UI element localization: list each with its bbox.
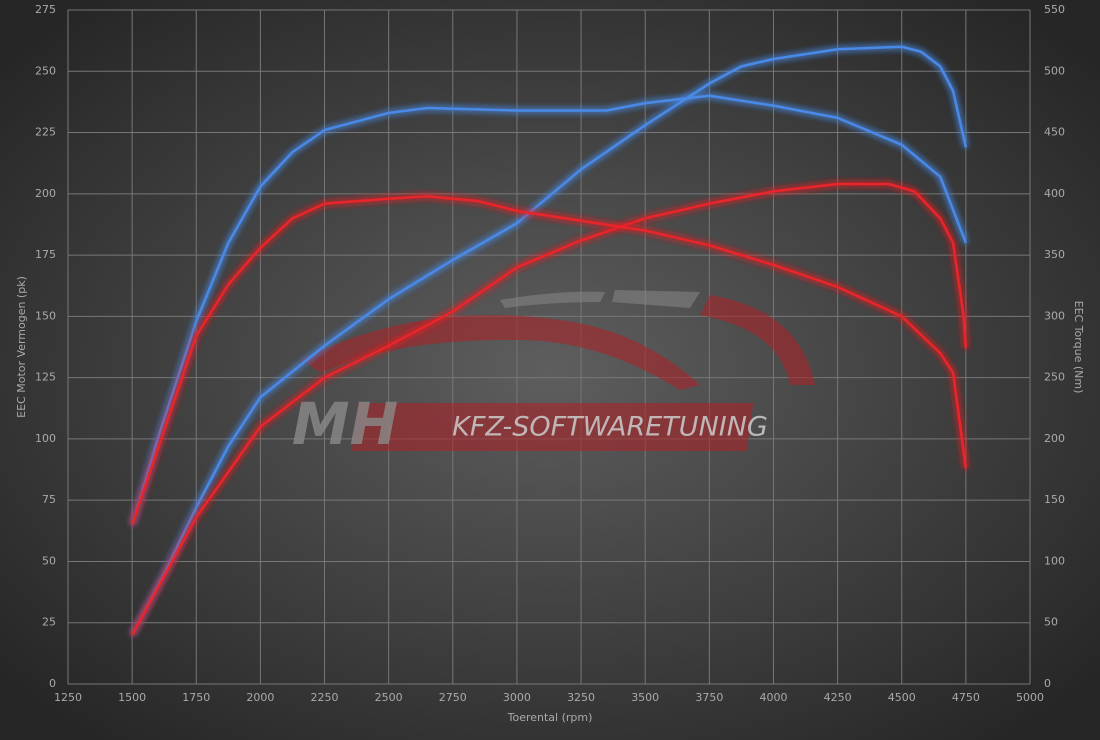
y2-tick-label: 100 <box>1044 554 1065 567</box>
y-tick-label: 225 <box>35 126 56 139</box>
x-tick-label: 4500 <box>888 691 916 704</box>
y-tick-label: 0 <box>49 677 56 690</box>
y-tick-label: 200 <box>35 187 56 200</box>
y2-tick-label: 200 <box>1044 432 1065 445</box>
x-axis-label: Toerental (rpm) <box>507 711 593 724</box>
y2-axis-label: EEC Torque (Nm) <box>1072 301 1085 394</box>
x-tick-label: 3500 <box>631 691 659 704</box>
y2-tick-label: 300 <box>1044 309 1065 322</box>
x-tick-label: 2000 <box>246 691 274 704</box>
series-line <box>131 182 968 636</box>
x-tick-label: 1750 <box>182 691 210 704</box>
y-tick-label: 175 <box>35 248 56 261</box>
y-tick-label: 50 <box>42 554 56 567</box>
x-tick-label: 4750 <box>952 691 980 704</box>
y-tick-label: 150 <box>35 309 56 322</box>
series-line <box>131 45 968 636</box>
y-axis-label: EEC Motor Vermogen (pk) <box>15 276 28 418</box>
x-tick-label: 3000 <box>503 691 531 704</box>
y2-tick-label: 150 <box>1044 493 1065 506</box>
y2-tick-label: 400 <box>1044 187 1065 200</box>
x-tick-label: 1500 <box>118 691 146 704</box>
x-tick-label: 2500 <box>375 691 403 704</box>
y2-tick-label: 0 <box>1044 677 1051 690</box>
y-tick-label: 125 <box>35 371 56 384</box>
y-tick-label: 100 <box>35 432 56 445</box>
y2-tick-label: 550 <box>1044 3 1065 16</box>
series-line <box>130 94 968 526</box>
y2-tick-label: 500 <box>1044 64 1065 77</box>
y-tick-label: 75 <box>42 493 56 506</box>
y-tick-label: 250 <box>35 64 56 77</box>
x-tick-label: 4250 <box>824 691 852 704</box>
x-tick-label: 5000 <box>1016 691 1044 704</box>
y-tick-label: 275 <box>35 3 56 16</box>
x-tick-label: 2250 <box>311 691 339 704</box>
watermark-text: KFZ-SOFTWARETUNING <box>452 412 768 443</box>
x-tick-label: 3250 <box>567 691 595 704</box>
series-line <box>130 195 968 526</box>
x-tick-label: 3750 <box>695 691 723 704</box>
x-tick-label: 4000 <box>759 691 787 704</box>
y2-tick-label: 350 <box>1044 248 1065 261</box>
watermark-mh: MH <box>292 390 398 458</box>
y-tick-label: 25 <box>42 616 56 629</box>
x-tick-label: 1250 <box>54 691 82 704</box>
y2-tick-label: 450 <box>1044 126 1065 139</box>
y2-tick-label: 50 <box>1044 616 1058 629</box>
watermark-logo <box>300 290 815 451</box>
x-tick-label: 2750 <box>439 691 467 704</box>
y2-tick-label: 250 <box>1044 371 1065 384</box>
